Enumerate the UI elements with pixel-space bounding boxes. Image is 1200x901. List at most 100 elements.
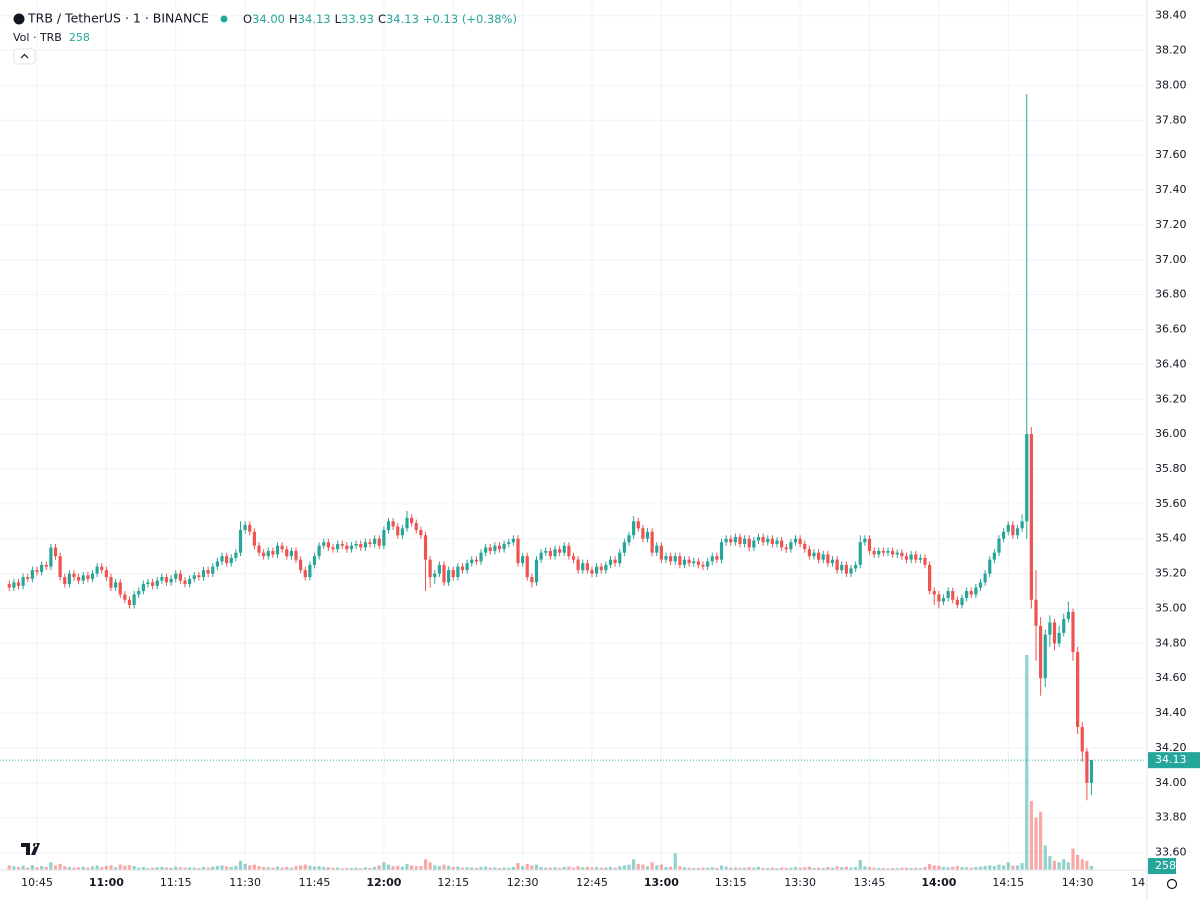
candle-body <box>553 549 557 557</box>
candle-body <box>127 599 132 605</box>
candle-body <box>978 582 983 588</box>
candle-body <box>373 538 377 544</box>
candle-body <box>696 561 700 565</box>
volume-bar <box>1011 865 1015 870</box>
candle-body <box>81 575 85 581</box>
candle-body <box>965 591 969 599</box>
candle-body <box>891 550 895 555</box>
volume-bar <box>72 867 76 870</box>
volume-bar <box>326 867 330 870</box>
volume-bar <box>937 865 941 870</box>
volume-bar <box>618 866 622 870</box>
volume-value: 258 <box>69 31 90 44</box>
volume-bar <box>104 866 108 870</box>
candle-body <box>160 577 164 581</box>
y-tick-label: 34.40 <box>1155 706 1187 719</box>
volume-bar <box>7 865 11 870</box>
volume-bar <box>585 866 589 870</box>
volume-bar <box>1066 862 1070 870</box>
x-tick-label: 10:45 <box>21 876 53 889</box>
candle-body <box>188 578 192 585</box>
candle-body <box>363 542 367 548</box>
volume-bar <box>613 867 617 870</box>
candle-body <box>442 564 446 583</box>
y-tick-label: 35.00 <box>1155 601 1187 614</box>
volume-bar <box>595 867 599 870</box>
volume-bar <box>1029 800 1033 870</box>
volume-bar <box>331 867 335 870</box>
volume-bar <box>215 866 219 870</box>
volume-bar <box>484 866 488 870</box>
candle-body <box>234 552 238 558</box>
volume-bar <box>724 866 728 870</box>
volume-bar <box>308 865 312 870</box>
candle-body <box>192 575 196 579</box>
candle-body <box>798 538 802 544</box>
volume-bar <box>632 859 636 870</box>
candle-body <box>137 591 141 595</box>
settings-icon[interactable] <box>1166 878 1178 890</box>
candle-body <box>599 566 603 571</box>
candle-body <box>1080 727 1084 752</box>
volume-bar <box>206 867 210 870</box>
volume-bar <box>419 866 423 870</box>
x-tick-label: 11:30 <box>229 876 261 889</box>
volume-bar <box>719 865 724 870</box>
volume-bar <box>844 866 848 870</box>
volume-bar <box>460 867 465 870</box>
candle-body <box>410 517 414 524</box>
candle-body <box>151 582 155 586</box>
volume-bar <box>941 866 946 870</box>
volume-bar <box>262 866 266 870</box>
candle-body <box>303 570 307 578</box>
volume-bar <box>729 867 733 870</box>
candle-body <box>7 584 11 588</box>
volume-bar <box>21 865 25 870</box>
volume-bar <box>391 866 395 870</box>
volume-bar <box>437 866 441 870</box>
candle-body <box>382 530 386 546</box>
candle-body <box>932 591 936 595</box>
volume-bar <box>793 866 798 870</box>
volume-bar <box>918 868 922 870</box>
volume-bar <box>534 864 539 870</box>
candle-body <box>659 545 663 560</box>
candle-body <box>590 570 594 574</box>
volume-bar <box>465 867 469 870</box>
candle-body <box>396 526 400 536</box>
collapse-button[interactable] <box>13 48 36 65</box>
volume-bar <box>516 863 520 870</box>
candle-body <box>368 542 372 544</box>
candle-body <box>775 540 779 544</box>
volume-bar <box>502 867 506 870</box>
candle-body <box>928 564 932 592</box>
y-tick-label: 38.40 <box>1155 9 1187 22</box>
candle-body <box>400 528 404 536</box>
candle-body <box>789 542 793 550</box>
candle-body <box>95 566 99 574</box>
candle-body <box>1062 618 1066 633</box>
candle-body <box>451 570 455 578</box>
volume-bar <box>243 863 247 870</box>
volume-bar <box>780 867 784 870</box>
volume-bar <box>442 864 446 870</box>
candle-body <box>336 543 340 550</box>
volume-bar <box>849 867 853 870</box>
volume-bar <box>696 867 700 870</box>
volume-bar <box>271 867 275 870</box>
candle-body <box>12 582 16 588</box>
candle-body <box>793 538 798 543</box>
candle-body <box>724 538 728 543</box>
x-tick-label: 12:00 <box>366 876 401 889</box>
symbol-logo <box>13 13 25 25</box>
volume-bar <box>67 866 71 870</box>
volume-bar <box>738 867 742 870</box>
candle-body <box>969 591 973 595</box>
candle-body <box>1057 632 1061 644</box>
candle-body <box>423 535 428 560</box>
candle-body <box>49 547 53 567</box>
candle-body <box>941 598 946 602</box>
candle-body <box>437 564 441 574</box>
